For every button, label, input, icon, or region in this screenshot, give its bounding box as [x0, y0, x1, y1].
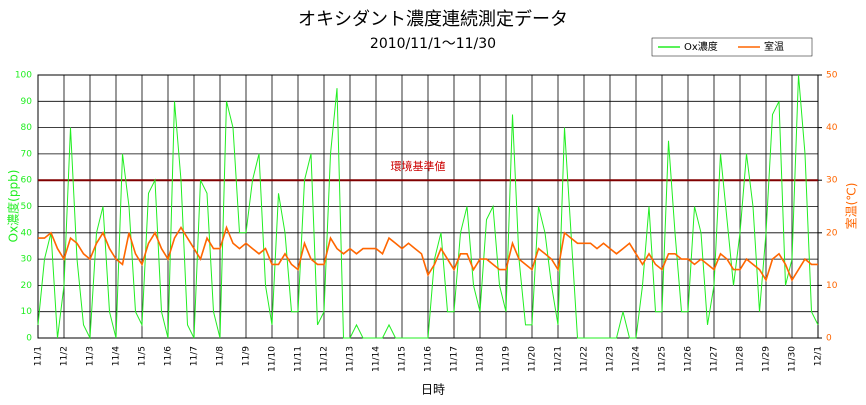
chart-title: オキシダント濃度連続測定データ: [298, 9, 568, 30]
y2-tick-label: 40: [826, 123, 838, 133]
y-tick-label: 10: [21, 307, 33, 317]
x-tick-label: 11/22: [580, 346, 590, 372]
x-tick-label: 11/19: [502, 346, 512, 372]
legend-label: 室温: [764, 40, 784, 53]
y-axis-label: Ox濃度(ppb): [6, 170, 21, 243]
x-tick-label: 11/21: [554, 346, 564, 372]
y-tick-label: 0: [26, 334, 32, 344]
series-line: [38, 225, 818, 283]
x-tick-label: 11/4: [112, 346, 122, 366]
x-axis-label: 日時: [421, 383, 445, 397]
y-tick-label: 90: [21, 97, 33, 107]
x-tick-label: 11/28: [736, 346, 746, 372]
x-tick-label: 11/3: [86, 346, 96, 366]
y-tick-label: 80: [21, 123, 33, 133]
y-tick-label: 100: [15, 71, 32, 81]
x-tick-label: 11/9: [242, 346, 252, 366]
x-tick-label: 11/13: [346, 346, 356, 372]
x-tick-label: 11/26: [684, 346, 694, 372]
y2-tick-label: 10: [826, 281, 838, 291]
x-tick-label: 11/17: [450, 346, 460, 372]
x-tick-label: 11/12: [320, 346, 330, 372]
y2-tick-label: 20: [826, 228, 838, 238]
legend-box: [651, 37, 813, 57]
y2-tick-label: 0: [826, 334, 832, 344]
y2-tick-label: 50: [826, 71, 838, 81]
x-tick-label: 11/24: [632, 346, 642, 372]
y-tick-label: 60: [21, 176, 33, 186]
x-tick-label: 11/18: [476, 346, 486, 372]
x-tick-label: 11/25: [658, 346, 668, 372]
y-tick-label: 20: [21, 281, 33, 291]
x-tick-label: 11/29: [762, 346, 772, 372]
x-tick-label: 11/14: [372, 346, 382, 372]
y-tick-label: 50: [21, 202, 33, 212]
threshold-label: 環境基準値: [391, 159, 446, 173]
x-tick-label: 11/20: [528, 346, 538, 372]
series-line: [37, 74, 819, 340]
x-tick-label: 11/23: [606, 346, 616, 372]
x-tick-label: 11/8: [216, 346, 226, 366]
y-tick-label: 30: [21, 255, 33, 265]
y-tick-label: 70: [21, 149, 33, 159]
x-tick-label: 11/11: [294, 346, 304, 372]
x-tick-label: 11/5: [138, 346, 148, 366]
x-tick-label: 11/6: [164, 346, 174, 366]
x-tick-label: 11/1: [34, 346, 44, 366]
y-tick-label: 40: [21, 228, 33, 238]
x-tick-label: 11/15: [398, 346, 408, 372]
chart-subtitle: 2010/11/1～11/30: [370, 36, 496, 52]
y2-tick-label: 30: [826, 176, 838, 186]
x-tick-label: 11/10: [268, 346, 278, 372]
x-tick-label: 12/1: [814, 346, 824, 366]
y2-axis-label: 室温(℃): [844, 183, 859, 230]
x-tick-label: 11/16: [424, 346, 434, 372]
x-tick-label: 11/27: [710, 346, 720, 372]
x-tick-label: 11/2: [60, 346, 70, 366]
x-tick-label: 11/7: [190, 346, 200, 366]
x-tick-label: 11/30: [788, 346, 798, 372]
legend-label: Ox濃度: [684, 40, 718, 53]
